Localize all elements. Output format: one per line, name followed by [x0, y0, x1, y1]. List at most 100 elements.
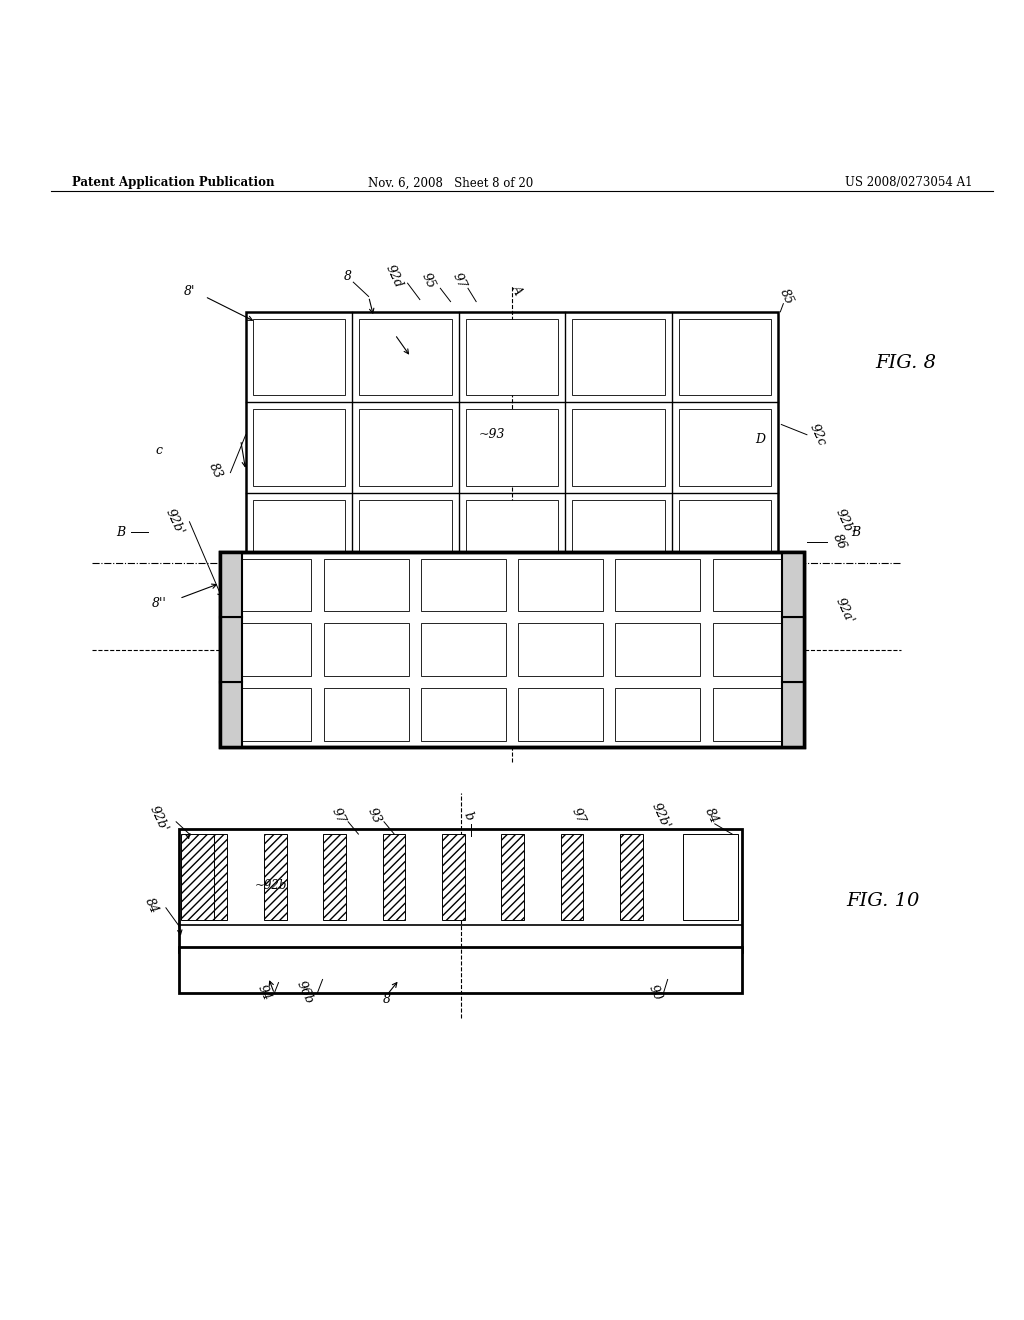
Text: 92d: 92d [383, 263, 406, 289]
Text: Nov. 6, 2008   Sheet 8 of 20: Nov. 6, 2008 Sheet 8 of 20 [368, 177, 534, 189]
Text: 92b': 92b' [834, 507, 856, 537]
Text: 97: 97 [569, 805, 588, 825]
Bar [518, 688, 603, 741]
Text: 92a': 92a' [834, 595, 856, 626]
Text: B: B [852, 525, 860, 539]
Bar [220, 553, 804, 747]
Bar [324, 834, 346, 920]
Bar [713, 558, 798, 611]
Text: 92a: 92a [250, 598, 272, 624]
Bar [179, 946, 742, 993]
Bar [226, 688, 311, 741]
Bar [442, 834, 465, 920]
Text: 90: 90 [646, 983, 665, 1003]
Bar [679, 319, 771, 395]
Bar [572, 500, 665, 576]
Text: A1: A1 [505, 601, 523, 622]
Bar [782, 618, 804, 682]
Text: 83: 83 [206, 461, 224, 480]
Bar [561, 834, 584, 920]
Bar [572, 319, 665, 395]
Bar [220, 553, 242, 618]
Bar [253, 319, 345, 395]
Text: 95: 95 [419, 271, 437, 292]
Bar [220, 618, 242, 682]
Bar [782, 682, 804, 747]
Bar [253, 500, 345, 576]
Text: US 2008/0273054 A1: US 2008/0273054 A1 [845, 177, 973, 189]
Bar [205, 834, 227, 920]
Bar [620, 834, 643, 920]
Bar [421, 623, 506, 676]
Bar [518, 558, 603, 611]
Text: 95: 95 [421, 601, 439, 620]
Bar [253, 409, 345, 486]
Text: 92b: 92b [700, 597, 723, 624]
Text: 85: 85 [777, 286, 796, 306]
Bar [713, 623, 798, 676]
Bar [466, 319, 558, 395]
Text: FIG. 8: FIG. 8 [876, 354, 937, 372]
Text: 93: 93 [365, 805, 383, 825]
Bar [615, 623, 700, 676]
Text: D: D [693, 603, 710, 618]
Text: 8'': 8'' [152, 597, 166, 610]
Bar [572, 409, 665, 486]
Bar [466, 409, 558, 486]
Text: ~92b: ~92b [255, 879, 288, 892]
Bar [615, 558, 700, 611]
Bar [324, 623, 409, 676]
Text: 84: 84 [702, 805, 721, 825]
Bar [683, 834, 738, 920]
Text: 84: 84 [142, 896, 161, 916]
Bar [226, 623, 311, 676]
Bar [220, 553, 804, 747]
Bar [181, 834, 214, 920]
Text: 92b': 92b' [163, 507, 185, 537]
Bar [466, 500, 558, 576]
Text: 97: 97 [329, 805, 347, 825]
Text: 92b: 92b [357, 597, 380, 624]
Bar [226, 558, 311, 611]
Text: Patent Application Publication: Patent Application Publication [72, 177, 274, 189]
Bar [264, 834, 287, 920]
Text: b: b [461, 809, 475, 822]
Text: 8': 8' [183, 285, 196, 298]
Text: c: c [156, 444, 162, 457]
Text: ~93: ~93 [478, 428, 505, 441]
Bar [615, 688, 700, 741]
Bar [679, 409, 771, 486]
Bar [421, 558, 506, 611]
Text: 97: 97 [450, 271, 468, 292]
Text: 96b: 96b [294, 979, 316, 1006]
Text: 92c: 92c [807, 421, 827, 447]
Text: FIG. 10: FIG. 10 [846, 891, 920, 909]
Bar [359, 409, 452, 486]
Text: D: D [755, 433, 765, 446]
Text: 86: 86 [830, 532, 849, 552]
Bar [383, 834, 406, 920]
Text: 8: 8 [344, 269, 352, 282]
Bar [359, 500, 452, 576]
Text: B: B [117, 525, 125, 539]
Text: 97: 97 [452, 601, 470, 620]
Bar [782, 553, 804, 618]
Bar [421, 688, 506, 741]
Bar [246, 312, 778, 583]
Text: A: A [509, 282, 525, 296]
Bar [518, 623, 603, 676]
Bar [679, 500, 771, 576]
Bar [324, 688, 409, 741]
Bar [502, 834, 524, 920]
Bar [359, 319, 452, 395]
Bar [220, 682, 242, 747]
Text: b: b [492, 605, 506, 618]
Text: 94: 94 [255, 983, 273, 1003]
Text: 92b': 92b' [147, 804, 170, 834]
Bar [713, 688, 798, 741]
Bar [324, 558, 409, 611]
Bar [179, 829, 742, 952]
Text: 85: 85 [746, 601, 765, 620]
Text: 92b': 92b' [649, 800, 672, 830]
Text: 8: 8 [383, 994, 391, 1006]
